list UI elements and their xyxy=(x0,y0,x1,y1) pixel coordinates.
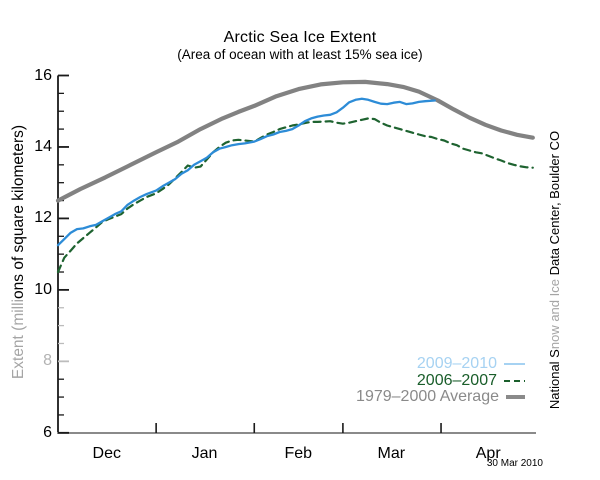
x-month-label-mar: Mar xyxy=(377,445,406,462)
credit-part1: National S xyxy=(547,349,562,410)
chart-subtitle: (Area of ocean with at least 15% sea ice… xyxy=(177,47,423,62)
credit-part2: now and Ice xyxy=(547,275,562,350)
legend-sample-thick-line xyxy=(506,395,525,400)
series-line-2006-2007 xyxy=(56,117,534,274)
series-line-1979-2000-average xyxy=(55,79,535,203)
legend-sample-dashed-line xyxy=(504,379,525,382)
legend-row-0: 2009–2010 xyxy=(416,355,525,373)
y-tick-label-10: 10 xyxy=(34,280,52,298)
credit-text: National Snow and Ice Data Center, Bould… xyxy=(547,105,562,435)
y-tick-label-6: 6 xyxy=(43,423,52,441)
legend: 2009–2010 2006–2007 1979–2000 Average xyxy=(356,355,525,406)
legend-sample-thin-line xyxy=(504,363,525,366)
x-month-label-dec: Dec xyxy=(92,445,121,462)
y-tick-label-16: 16 xyxy=(34,66,52,84)
y-tick-label-8: 8 xyxy=(43,352,52,370)
legend-label: 1979–2000 Average xyxy=(356,388,499,405)
x-month-label-jan: Jan xyxy=(191,445,218,462)
legend-label: 2009–2010 xyxy=(416,355,497,372)
y-tick-label-12: 12 xyxy=(34,209,52,227)
y-tick-label-14: 14 xyxy=(34,137,52,155)
chart-title: Arctic Sea Ice Extent xyxy=(223,29,377,46)
credit-part3: Data Center, Boulder CO xyxy=(547,130,562,276)
legend-label: 2006–2007 xyxy=(416,371,497,389)
legend-row-1: 2006–2007 xyxy=(416,371,525,390)
date-stamp: 30 Mar 2010 xyxy=(486,458,543,469)
x-month-label-feb: Feb xyxy=(284,445,313,462)
series-line-2009-2010 xyxy=(56,97,436,247)
x-month-label-apr: Apr xyxy=(475,445,501,462)
legend-row-2: 1979–2000 Average xyxy=(356,388,525,406)
